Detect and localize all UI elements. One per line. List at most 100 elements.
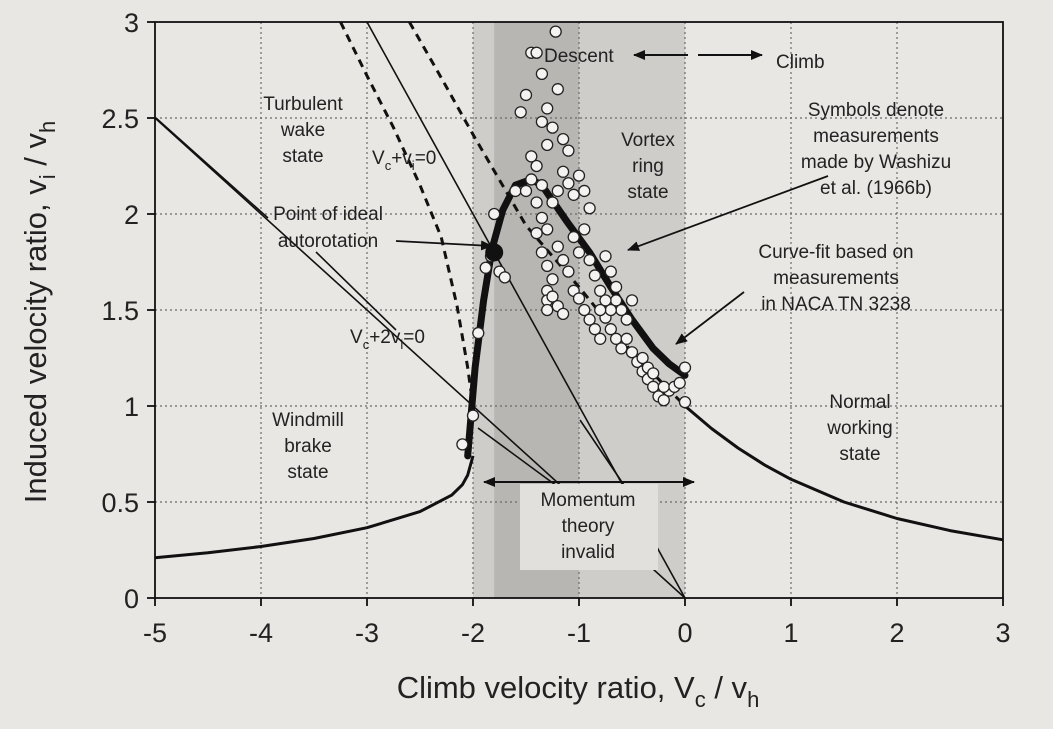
x-tick-label: 2 bbox=[889, 618, 904, 648]
symbols-label-1: Symbols denote bbox=[808, 100, 944, 121]
measurement-point bbox=[530, 46, 543, 59]
x-tick-label: -4 bbox=[249, 618, 273, 648]
series-momentum_theory_normal bbox=[684, 404, 1004, 542]
measurement-point bbox=[556, 253, 570, 267]
turbulent-label-2: wake bbox=[280, 120, 325, 141]
y-tick-label: 1 bbox=[124, 392, 139, 422]
measurement-point bbox=[556, 132, 570, 146]
x-tick-label: 0 bbox=[677, 618, 692, 648]
measurement-point bbox=[556, 307, 570, 320]
x-axis-title: Climb velocity ratio, Vc / vh bbox=[397, 670, 760, 712]
measurement-point bbox=[541, 303, 554, 317]
descent-label: Descent bbox=[544, 46, 614, 67]
climb-label: Climb bbox=[776, 52, 825, 73]
symbols-label-3: made by Washizu bbox=[801, 152, 951, 173]
measurement-point bbox=[535, 67, 549, 80]
measurement-point bbox=[466, 409, 480, 422]
windmill-label-1: Windmill bbox=[272, 410, 344, 431]
measurement-point bbox=[620, 332, 633, 345]
series-curve_fit_naca bbox=[464, 175, 689, 460]
curvefit-label-2: measurements bbox=[773, 268, 899, 289]
measurement-point bbox=[572, 246, 586, 259]
measurement-point bbox=[509, 184, 522, 198]
measurement-point bbox=[551, 240, 564, 253]
measurement-point bbox=[456, 438, 469, 451]
measurement-point bbox=[551, 184, 564, 198]
measurement-point bbox=[535, 246, 549, 259]
windmill-label-2: brake bbox=[284, 436, 332, 457]
measurement-point bbox=[604, 265, 617, 278]
measurement-point bbox=[556, 165, 570, 178]
y-tick-label: 2.5 bbox=[101, 104, 139, 134]
measurement-point bbox=[620, 313, 633, 326]
momentum-label-3: invalid bbox=[561, 542, 615, 563]
measurement-point bbox=[472, 326, 485, 340]
momentum-label-1: Momentum bbox=[540, 490, 635, 511]
measurement-point bbox=[541, 259, 554, 272]
measurement-point bbox=[625, 294, 639, 307]
vortex-label-1: Vortex bbox=[621, 130, 675, 151]
y-tick-label: 1.5 bbox=[101, 296, 139, 326]
turbulent-leader bbox=[155, 117, 269, 219]
measurement-point bbox=[588, 323, 602, 336]
measurement-point bbox=[541, 102, 554, 115]
measurement-point bbox=[594, 303, 607, 317]
symbols-label-4: et al. (1966b) bbox=[820, 178, 932, 199]
measurement-point bbox=[673, 376, 686, 390]
momentum-label-2: theory bbox=[562, 516, 615, 537]
normal-label-3: state bbox=[839, 444, 880, 465]
measurement-point bbox=[657, 394, 670, 407]
measurement-point bbox=[578, 184, 591, 198]
measurement-point bbox=[678, 361, 692, 374]
measurement-point bbox=[647, 367, 660, 380]
normal-label-1: Normal bbox=[829, 392, 890, 413]
measurement-point bbox=[636, 351, 649, 365]
y-axis-title: Induced velocity ratio, vi / vh bbox=[18, 121, 60, 503]
vc-2vi-label: Vc+2vi=0 bbox=[350, 327, 425, 352]
measurement-point bbox=[594, 332, 607, 345]
measurement-point bbox=[604, 323, 617, 336]
normal-label-2: working bbox=[826, 418, 892, 439]
y-tick-label: 3 bbox=[124, 8, 139, 38]
y-tick-label: 2 bbox=[124, 200, 139, 230]
curvefit-label-3: in NACA TN 3238 bbox=[761, 294, 911, 315]
x-tick-label: 3 bbox=[995, 618, 1010, 648]
momentum-label-box bbox=[520, 484, 658, 570]
measurement-point bbox=[546, 273, 559, 286]
measurement-point bbox=[530, 196, 543, 209]
measurement-point bbox=[625, 346, 639, 359]
ideal-label-2: autorotation bbox=[278, 231, 378, 252]
x-tick-label: -1 bbox=[567, 618, 591, 648]
x-tick-label: -3 bbox=[355, 618, 379, 648]
measurement-point bbox=[615, 342, 628, 355]
curvefit-label-1: Curve-fit based on bbox=[758, 242, 913, 263]
x-tick-label: -2 bbox=[461, 618, 485, 648]
measurement-point bbox=[578, 223, 591, 236]
turbulent-label-1: Turbulent bbox=[263, 94, 343, 115]
measurement-point bbox=[599, 294, 612, 307]
measurement-point bbox=[535, 115, 549, 128]
measurement-point bbox=[530, 159, 543, 173]
series-momentum_theory_windmill bbox=[154, 455, 475, 560]
measurement-point bbox=[519, 184, 533, 198]
measurement-point bbox=[572, 292, 586, 305]
ideal-leader-2 bbox=[315, 251, 397, 331]
vortex-label-3: state bbox=[627, 182, 668, 203]
measurement-point bbox=[498, 271, 511, 284]
measurement-point bbox=[678, 396, 692, 409]
measurement-point bbox=[567, 230, 580, 244]
measurement-point bbox=[525, 173, 538, 186]
measurement-point bbox=[609, 280, 623, 294]
measurement-point bbox=[546, 290, 559, 303]
measurement-point bbox=[541, 223, 554, 236]
momentum-leader-1 bbox=[477, 427, 566, 493]
ideal-leader-arrow bbox=[395, 240, 493, 251]
y-tick-label: 0 bbox=[124, 584, 139, 614]
momentum-leader-2 bbox=[579, 419, 631, 495]
curvefit-arrow bbox=[675, 291, 745, 345]
x-tick-label: 1 bbox=[783, 618, 798, 648]
vortex-label-2: ring bbox=[632, 156, 664, 177]
measurement-point bbox=[541, 138, 554, 152]
windmill-label-3: state bbox=[287, 462, 328, 483]
